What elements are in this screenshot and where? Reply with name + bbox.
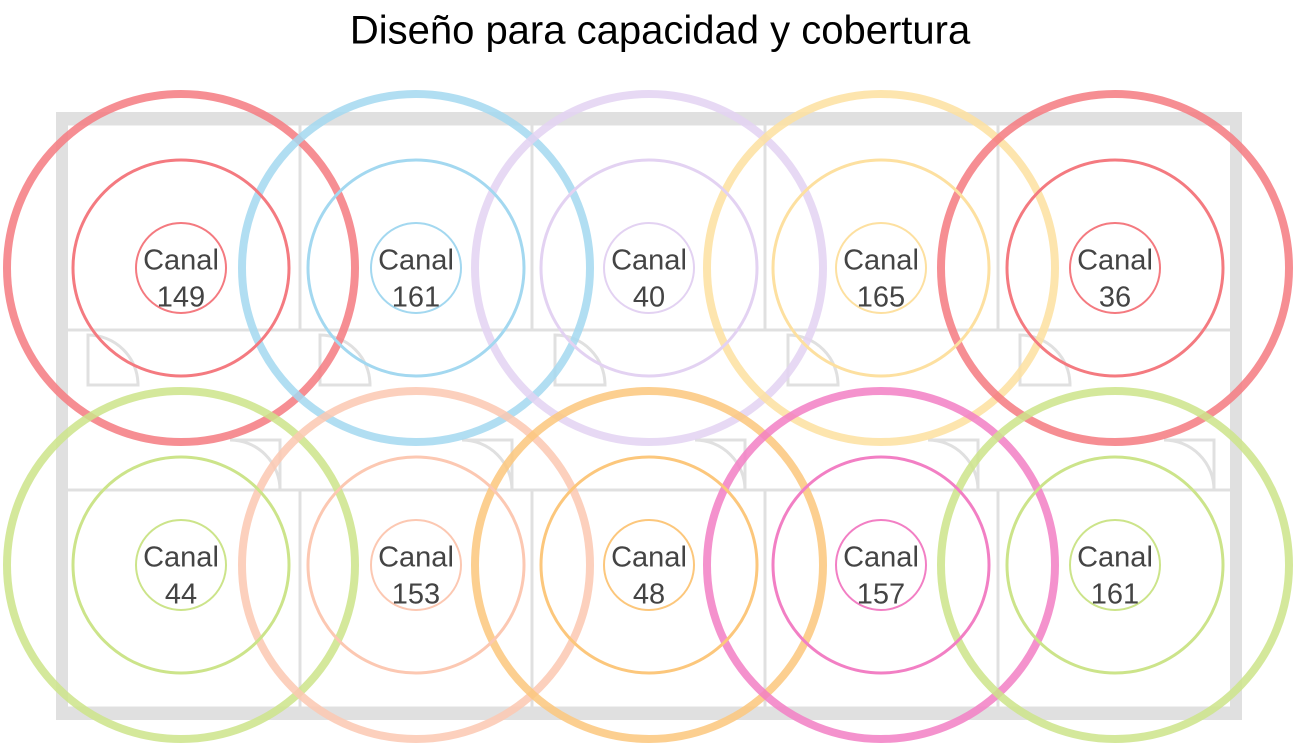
capacity-ring xyxy=(771,158,991,378)
channel-label: Canal xyxy=(378,245,454,277)
channel-number: 36 xyxy=(1099,282,1131,314)
coverage-ring xyxy=(937,90,1293,446)
channel-label: Canal xyxy=(611,245,687,277)
channel-circle xyxy=(135,222,227,314)
channel-label: Canal xyxy=(1077,542,1153,574)
channel-circle xyxy=(370,222,462,314)
title: Diseño para capacidad y cobertura xyxy=(350,9,971,53)
channel-label: Canal xyxy=(143,542,219,574)
channel-circle xyxy=(135,519,227,611)
channel-number: 165 xyxy=(857,282,905,314)
channel-circle xyxy=(603,222,695,314)
capacity-ring xyxy=(539,455,759,675)
capacity-ring xyxy=(1005,455,1225,675)
coverage-rings xyxy=(3,90,1293,743)
channel-label: Canal xyxy=(378,542,454,574)
coverage-ring xyxy=(937,387,1293,743)
channel-circle xyxy=(1069,519,1161,611)
channel-label: Canal xyxy=(1077,245,1153,277)
channel-circle xyxy=(603,519,695,611)
channel-number: 44 xyxy=(165,579,197,611)
coverage-ring xyxy=(471,387,827,743)
coverage-ring xyxy=(238,387,594,743)
coverage-ring xyxy=(703,90,1059,446)
access-points: Canal 149 Canal 161 Canal 40 Canal 165 Canal 36 Ca… xyxy=(3,90,1293,743)
channel-number: 157 xyxy=(857,579,905,611)
channel-number: 149 xyxy=(157,282,205,314)
channel-cells: Canal 149 Canal 161 Canal 40 Canal 165 Canal 36 Ca… xyxy=(71,158,1225,675)
channel-label: Canal xyxy=(843,542,919,574)
channel-number: 161 xyxy=(392,282,440,314)
channel-label: Canal xyxy=(143,245,219,277)
channel-circle xyxy=(835,519,927,611)
capacity-ring xyxy=(71,158,291,378)
channel-number: 153 xyxy=(392,579,440,611)
channel-circle xyxy=(370,519,462,611)
channel-circle xyxy=(1069,222,1161,314)
capacity-ring xyxy=(71,455,291,675)
coverage-ring xyxy=(471,90,827,446)
channel-number: 40 xyxy=(633,282,665,314)
channel-label: Canal xyxy=(843,245,919,277)
channel-circle xyxy=(835,222,927,314)
capacity-ring xyxy=(306,158,526,378)
capacity-ring xyxy=(771,455,991,675)
coverage-ring xyxy=(3,90,359,446)
channel-number: 161 xyxy=(1091,579,1139,611)
channel-number: 48 xyxy=(633,579,665,611)
floor-plan xyxy=(56,112,1242,720)
coverage-ring xyxy=(238,90,594,446)
capacity-ring xyxy=(306,455,526,675)
capacity-ring xyxy=(1005,158,1225,378)
coverage-ring xyxy=(3,387,359,743)
channel-label: Canal xyxy=(611,542,687,574)
coverage-ring xyxy=(703,387,1059,743)
capacity-ring xyxy=(539,158,759,378)
